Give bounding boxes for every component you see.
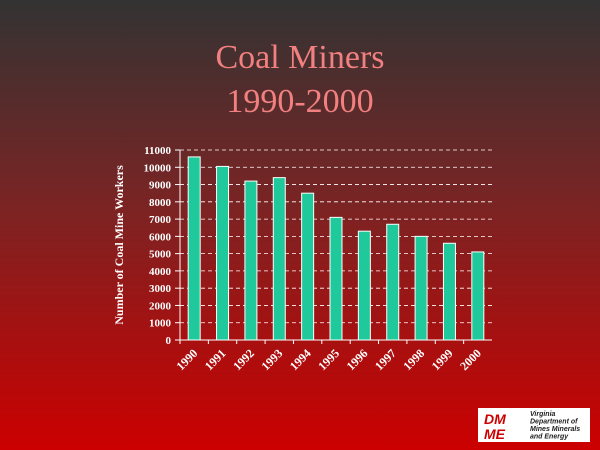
y-tick-label: 6000 xyxy=(149,231,172,243)
bar xyxy=(216,165,230,341)
logo-text: Mines Minerals xyxy=(530,426,580,433)
logo-mark: DM xyxy=(484,411,506,427)
bar xyxy=(329,216,343,341)
bar xyxy=(386,223,400,341)
logo-text: and Energy xyxy=(530,434,569,441)
logo-text: Department of xyxy=(530,419,578,426)
y-tick-label: 5000 xyxy=(149,249,172,261)
logo-mark: ME xyxy=(484,426,506,442)
y-tick-label: 0 xyxy=(166,335,172,347)
logo-text: Virginia xyxy=(530,411,556,418)
y-tick-label: 8000 xyxy=(149,197,172,209)
y-tick-label: 7000 xyxy=(149,214,172,226)
bar xyxy=(471,251,485,341)
y-tick-label: 10000 xyxy=(144,162,172,174)
y-tick-label: 4000 xyxy=(149,266,172,278)
y-tick-label: 2000 xyxy=(149,300,172,312)
chart-subtitle: 1990-2000 xyxy=(226,83,373,120)
bar xyxy=(357,230,371,341)
y-tick-label: 1000 xyxy=(149,318,172,330)
bar xyxy=(187,156,201,341)
y-tick-label: 9000 xyxy=(149,180,172,192)
bar xyxy=(414,235,428,341)
bar xyxy=(301,192,315,341)
y-axis-label: Number of Coal Mine Workers xyxy=(112,165,126,325)
bar xyxy=(272,177,286,341)
y-tick-label: 11000 xyxy=(144,145,171,157)
logo-box xyxy=(478,408,590,442)
bar xyxy=(442,242,456,341)
y-tick-label: 3000 xyxy=(149,283,172,295)
bar xyxy=(244,180,258,341)
chart-title: Coal Miners xyxy=(215,39,384,76)
